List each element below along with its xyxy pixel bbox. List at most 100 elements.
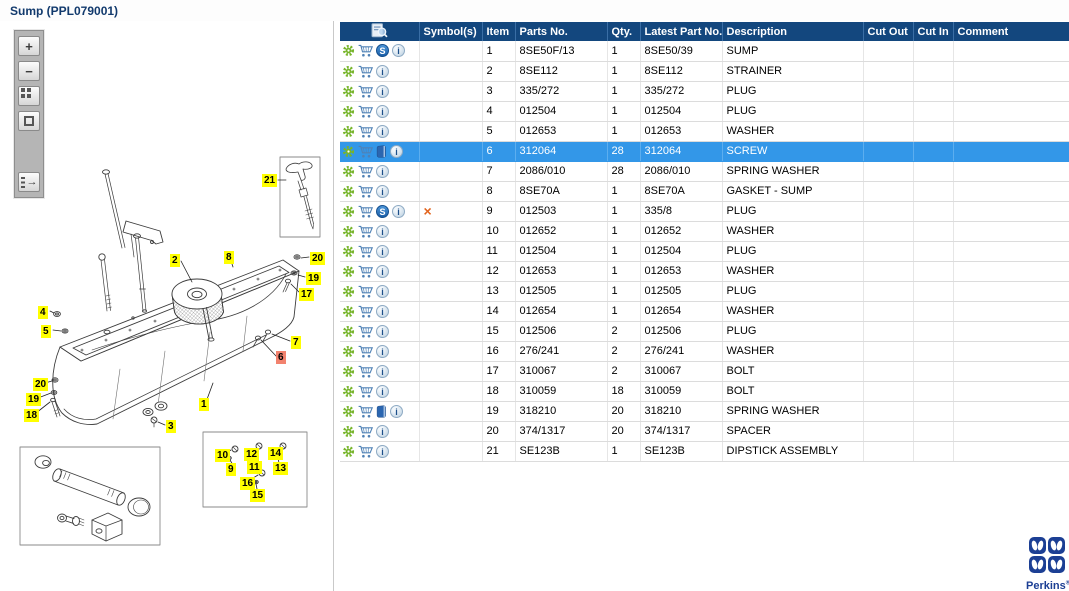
gear-icon[interactable]: [342, 365, 355, 378]
diagram-label-14[interactable]: 14: [268, 447, 283, 460]
zoom-out-button[interactable]: −: [18, 61, 40, 81]
diagram-label-2[interactable]: 2: [170, 254, 180, 267]
info-icon[interactable]: i: [376, 285, 389, 298]
info-icon[interactable]: i: [376, 185, 389, 198]
diagram-label-7[interactable]: 7: [291, 336, 301, 349]
info-icon[interactable]: i: [392, 205, 405, 218]
gear-icon[interactable]: [342, 85, 355, 98]
diagram-label-20[interactable]: 20: [33, 378, 48, 391]
diagram-label-19[interactable]: 19: [306, 272, 321, 285]
gear-icon[interactable]: [342, 185, 355, 198]
gear-icon[interactable]: [342, 405, 355, 418]
fit-view-button[interactable]: [18, 86, 40, 106]
table-row[interactable]: i16276/2412276/241WASHER: [340, 341, 1069, 361]
info-icon[interactable]: i: [376, 325, 389, 338]
column-header-item[interactable]: Item: [482, 22, 515, 41]
cart-icon[interactable]: [358, 265, 373, 278]
diagram-label-6[interactable]: 6: [276, 351, 286, 364]
toggle-panel-button[interactable]: →: [18, 172, 40, 192]
diagram-label-20[interactable]: 20: [310, 252, 325, 265]
table-row[interactable]: i140126541012654WASHER: [340, 301, 1069, 321]
info-icon[interactable]: i: [376, 125, 389, 138]
diagram-label-15[interactable]: 15: [250, 489, 265, 502]
gear-icon[interactable]: [342, 225, 355, 238]
table-row[interactable]: i110125041012504PLUG: [340, 241, 1069, 261]
column-header-comment[interactable]: Comment: [953, 22, 1069, 41]
gear-icon[interactable]: [342, 445, 355, 458]
table-row[interactable]: i173100672310067BOLT: [340, 361, 1069, 381]
table-row[interactable]: i130125051012505PLUG: [340, 281, 1069, 301]
table-row[interactable]: i150125062012506PLUG: [340, 321, 1069, 341]
gear-icon[interactable]: [342, 305, 355, 318]
table-row[interactable]: i3335/2721335/272PLUG: [340, 81, 1069, 101]
column-header-qty-[interactable]: Qty.: [607, 22, 640, 41]
cart-icon[interactable]: [358, 325, 373, 338]
cart-icon[interactable]: [358, 345, 373, 358]
info-icon[interactable]: i: [376, 265, 389, 278]
gear-icon[interactable]: [342, 44, 355, 57]
table-row[interactable]: i100126521012652WASHER: [340, 221, 1069, 241]
book-icon[interactable]: [376, 405, 387, 418]
info-icon[interactable]: i: [376, 105, 389, 118]
cart-icon[interactable]: [358, 385, 373, 398]
gear-icon[interactable]: [342, 265, 355, 278]
diagram-label-11[interactable]: 11: [247, 461, 262, 474]
info-icon[interactable]: i: [376, 165, 389, 178]
column-header-latest-part-no-[interactable]: Latest Part No.: [640, 22, 722, 41]
diagram-label-9[interactable]: 9: [226, 463, 236, 476]
cart-icon[interactable]: [358, 65, 373, 78]
info-icon[interactable]: i: [376, 85, 389, 98]
cart-icon[interactable]: [358, 285, 373, 298]
gear-icon[interactable]: [342, 125, 355, 138]
cart-icon[interactable]: [358, 165, 373, 178]
cart-icon[interactable]: [358, 445, 373, 458]
gear-icon[interactable]: [342, 165, 355, 178]
info-icon[interactable]: i: [376, 445, 389, 458]
diagram-label-21[interactable]: 21: [262, 174, 277, 187]
supersession-icon[interactable]: S: [376, 44, 389, 57]
cart-icon[interactable]: [358, 305, 373, 318]
diagram-label-12[interactable]: 12: [244, 448, 259, 461]
info-icon[interactable]: i: [376, 225, 389, 238]
table-row[interactable]: i50126531012653WASHER: [340, 121, 1069, 141]
diagram-label-1[interactable]: 1: [199, 398, 209, 411]
diagram-label-13[interactable]: 13: [273, 462, 288, 475]
cart-icon[interactable]: [358, 85, 373, 98]
cart-icon[interactable]: [358, 405, 373, 418]
table-row[interactable]: i20374/131720374/1317SPACER: [340, 421, 1069, 441]
cart-icon[interactable]: [358, 145, 373, 158]
table-row[interactable]: i40125041012504PLUG: [340, 101, 1069, 121]
table-row[interactable]: i21SE123B1SE123BDIPSTICK ASSEMBLY: [340, 441, 1069, 461]
info-icon[interactable]: i: [390, 405, 403, 418]
column-header-description[interactable]: Description: [722, 22, 863, 41]
info-icon[interactable]: i: [390, 145, 403, 158]
gear-icon[interactable]: [342, 205, 355, 218]
gear-icon[interactable]: [342, 425, 355, 438]
column-header-parts-no-[interactable]: Parts No.: [515, 22, 607, 41]
diagram-label-19[interactable]: 19: [26, 393, 41, 406]
book-icon[interactable]: [376, 145, 387, 158]
table-row[interactable]: i72086/010282086/010SPRING WASHER: [340, 161, 1069, 181]
cart-icon[interactable]: [358, 425, 373, 438]
info-icon[interactable]: i: [376, 425, 389, 438]
cart-icon[interactable]: [358, 245, 373, 258]
table-row[interactable]: Si×90125031335/8PLUG: [340, 201, 1069, 221]
table-row[interactable]: i120126531012653WASHER: [340, 261, 1069, 281]
info-icon[interactable]: i: [376, 305, 389, 318]
table-row[interactable]: i1831005918310059BOLT: [340, 381, 1069, 401]
gear-icon[interactable]: [342, 325, 355, 338]
gear-icon[interactable]: [342, 65, 355, 78]
diagram-label-10[interactable]: 10: [215, 449, 230, 462]
info-icon[interactable]: i: [376, 365, 389, 378]
cart-icon[interactable]: [358, 125, 373, 138]
diagram-label-8[interactable]: 8: [224, 251, 234, 264]
column-header-cut-out[interactable]: Cut Out: [863, 22, 913, 41]
cart-icon[interactable]: [358, 205, 373, 218]
info-icon[interactable]: i: [392, 44, 405, 57]
gear-icon[interactable]: [342, 245, 355, 258]
gear-icon[interactable]: [342, 145, 355, 158]
gear-icon[interactable]: [342, 105, 355, 118]
gear-icon[interactable]: [342, 345, 355, 358]
diagram-label-18[interactable]: 18: [24, 409, 39, 422]
info-icon[interactable]: i: [376, 245, 389, 258]
